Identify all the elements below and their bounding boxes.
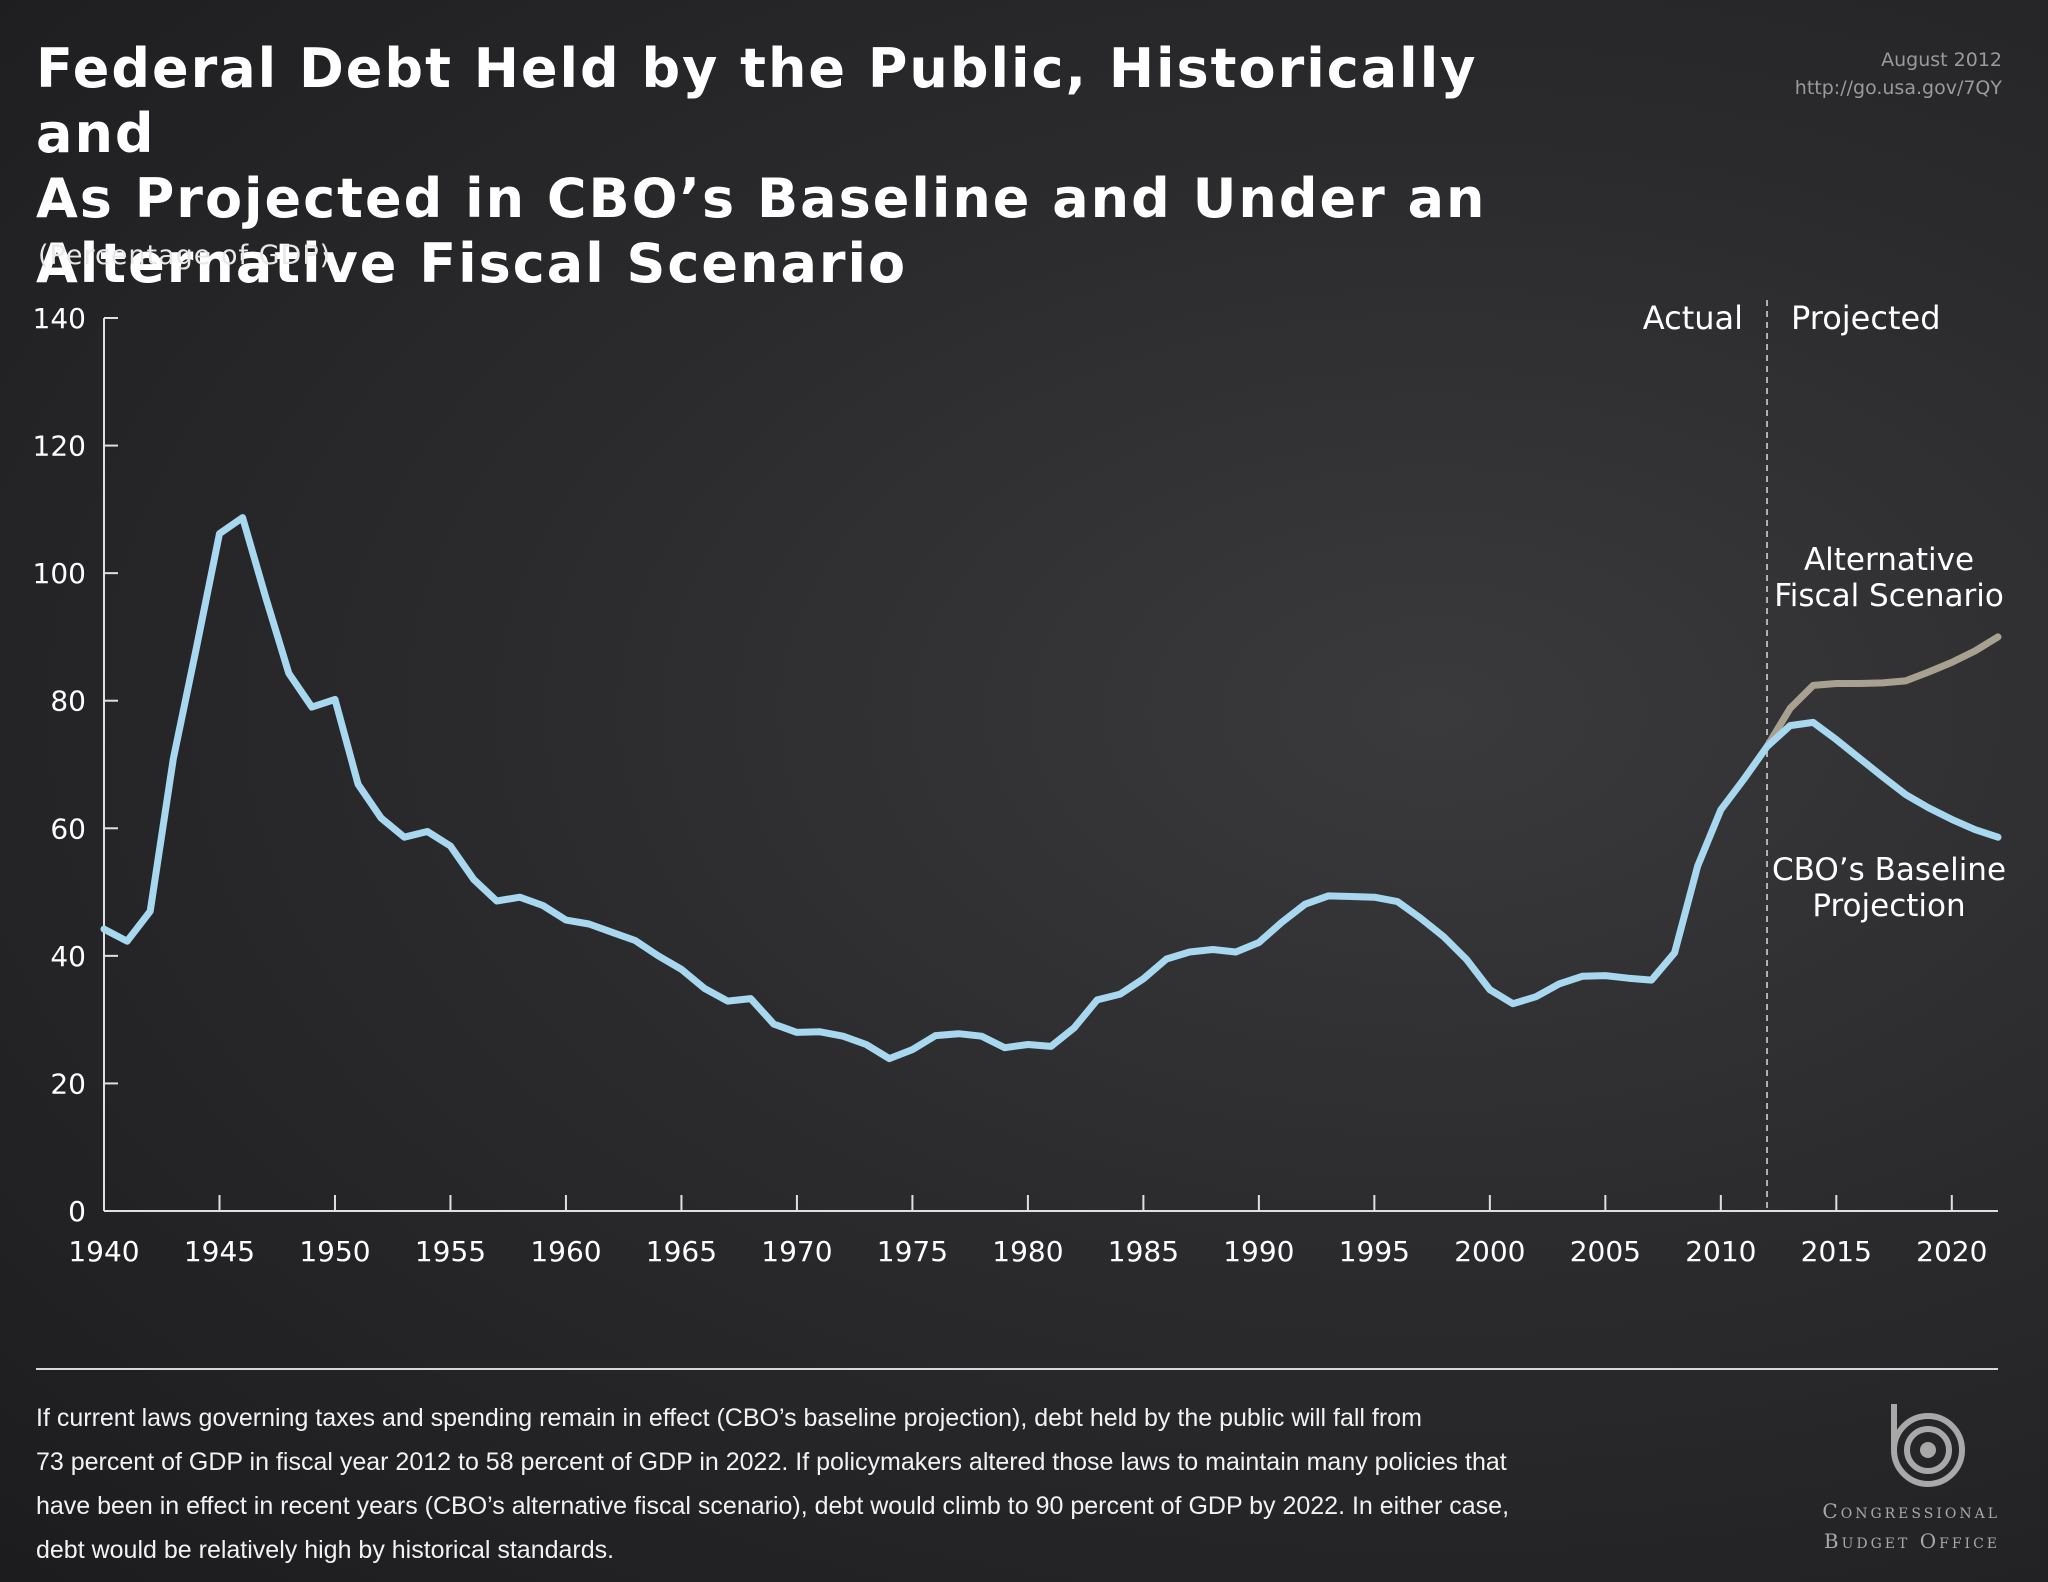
footnote-divider	[36, 1368, 1998, 1370]
baseline-series-label: CBO’s Baseline	[1772, 852, 2006, 888]
x-tick-label: 2015	[1801, 1235, 1872, 1268]
footnote-line: If current laws governing taxes and spen…	[36, 1404, 1422, 1432]
x-tick-label: 1995	[1339, 1235, 1410, 1268]
y-tick-label: 100	[33, 557, 86, 590]
x-tick-label: 1990	[1223, 1235, 1294, 1268]
x-tick-label: 2000	[1454, 1235, 1525, 1268]
publication-url: http://go.usa.gov/7QY	[1794, 77, 2002, 99]
wordmark-line: Budget Office	[1823, 1529, 2000, 1553]
baseline-series-line	[100, 514, 2002, 1063]
x-tick-label: 2005	[1570, 1235, 1641, 1268]
publication-date: August 2012	[1881, 49, 2002, 71]
x-tick-label: 1975	[877, 1235, 948, 1268]
x-tick-label: 1950	[299, 1235, 370, 1268]
chart-subtitle: (Percentage of GDP)	[38, 240, 332, 271]
x-tick-label: 1945	[184, 1235, 255, 1268]
x-tick-label: 1955	[415, 1235, 486, 1268]
title-line: Alternative Fiscal Scenario	[36, 232, 908, 295]
x-tick-label: 1985	[1108, 1235, 1179, 1268]
y-tick-label: 20	[50, 1067, 86, 1100]
x-tick-label: 1980	[992, 1235, 1063, 1268]
y-tick-label: 140	[33, 302, 86, 335]
footnote-line: have been in effect in recent years (CBO…	[36, 1492, 1510, 1520]
baseline-series-label: Projection	[1812, 888, 1965, 924]
alternative-series-line	[1763, 633, 2002, 751]
projected-label: Projected	[1791, 299, 1940, 337]
chart-title: Federal Debt Held by the Public, Histori…	[36, 36, 1596, 296]
debt-line-chart: 0 20 40 60 80 100 120 140 1940 1945 1950 1955 1960 19…	[33, 299, 2006, 1268]
title-line: Federal Debt Held by the Public, Histori…	[36, 37, 1478, 165]
wordmark-line: Congressional	[1822, 1499, 2000, 1523]
footnote: If current laws governing taxes and spen…	[36, 1396, 1736, 1572]
footnote-line: 73 percent of GDP in fiscal year 2012 to…	[36, 1448, 1507, 1476]
cbo-logo-icon	[1891, 1404, 1965, 1487]
publication-meta: August 2012 http://go.usa.gov/7QY	[1795, 46, 2002, 102]
alternative-series-label: Fiscal Scenario	[1774, 578, 2004, 614]
x-tick-label: 1965	[646, 1235, 717, 1268]
y-tick-label: 40	[50, 940, 86, 973]
cbo-wordmark: Congressional Budget Office	[1800, 1496, 2000, 1556]
title-line: As Projected in CBO’s Baseline and Under…	[36, 167, 1487, 230]
actual-label: Actual	[1643, 299, 1743, 337]
y-tick-label: 120	[33, 430, 86, 463]
y-tick-label: 80	[50, 685, 86, 718]
x-tick-label: 1970	[761, 1235, 832, 1268]
x-tick-label: 1940	[68, 1235, 139, 1268]
y-tick-label: 60	[50, 812, 86, 845]
x-tick-label: 1960	[530, 1235, 601, 1268]
x-tick-label: 2020	[1916, 1235, 1987, 1268]
x-tick-label: 2010	[1685, 1235, 1756, 1268]
alternative-series-label: Alternative	[1804, 542, 1974, 578]
footnote-line: debt would be relatively high by histori…	[36, 1536, 615, 1564]
y-tick-label: 0	[68, 1195, 86, 1228]
